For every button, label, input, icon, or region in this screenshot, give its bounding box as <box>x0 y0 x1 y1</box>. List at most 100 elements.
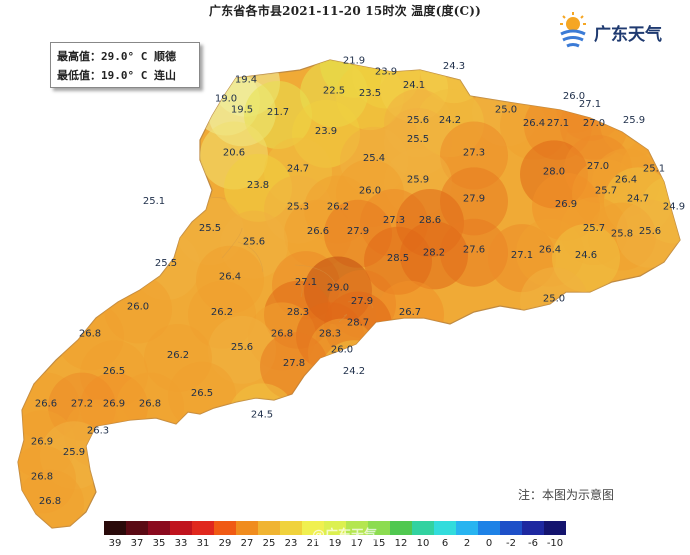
county-border <box>73 130 83 150</box>
station-temperature-label: 27.9 <box>463 193 485 204</box>
legend-swatch <box>126 521 148 535</box>
county-border <box>448 375 458 407</box>
legend-label: 10 <box>416 538 430 549</box>
station-temperature-label: 26.7 <box>399 307 421 318</box>
map-title: 广东省各市县2021-11-20 15时次 温度(度(C)) <box>208 4 482 18</box>
county-border <box>135 152 148 161</box>
station-temperature-label: 26.8 <box>31 472 53 483</box>
county-border <box>290 278 303 298</box>
station-temperature-label: 28.7 <box>347 318 369 329</box>
station-temperature-label: 23.5 <box>359 88 381 99</box>
station-temperature-label: 26.0 <box>127 301 149 312</box>
station-temperature-label: 19.5 <box>231 104 253 115</box>
legend-label: 29 <box>218 538 232 549</box>
legend-label: 0 <box>485 538 493 549</box>
station-temperature-label: 25.0 <box>495 104 517 115</box>
station-temperature-label: 28.0 <box>543 166 565 177</box>
station-temperature-label: 25.5 <box>199 223 221 234</box>
legend-label: -6 <box>528 538 538 549</box>
legend-label: 33 <box>174 538 188 549</box>
station-temperature-label: 29.0 <box>327 283 349 294</box>
county-border <box>338 314 348 323</box>
legend-swatch <box>390 521 412 535</box>
temperature-patch <box>208 315 276 384</box>
station-temperature-label: 26.6 <box>35 399 57 410</box>
county-border <box>449 389 491 421</box>
min-value-line: 最低值：19.0° C 连山 <box>57 69 176 82</box>
station-temperature-label: 24.9 <box>663 202 685 213</box>
county-border <box>221 227 243 259</box>
station-temperature-label: 26.0 <box>563 91 585 102</box>
station-temperature-label: 26.6 <box>307 226 329 237</box>
station-temperature-label: 25.3 <box>287 202 309 213</box>
station-temperature-label: 24.2 <box>343 366 365 377</box>
station-temperature-label: 25.8 <box>611 229 633 240</box>
legend-swatch <box>368 521 390 535</box>
county-border <box>486 412 508 432</box>
legend-swatch <box>214 521 236 535</box>
legend-label: 12 <box>394 538 408 549</box>
county-border <box>502 426 529 446</box>
county-border <box>665 93 678 125</box>
legend-label: 35 <box>152 538 166 549</box>
station-temperature-label: 27.9 <box>347 226 369 237</box>
station-temperature-label: 25.9 <box>63 447 85 458</box>
station-temperature-label: 28.6 <box>419 215 441 226</box>
legend-swatch <box>148 521 170 535</box>
station-temperature-label: 24.7 <box>287 164 309 175</box>
legend-swatch <box>500 521 522 535</box>
station-temperature-label: 25.1 <box>143 196 165 207</box>
legend-label: 27 <box>240 538 254 549</box>
logo-text: 广东天气 <box>594 25 662 45</box>
county-border <box>347 300 374 309</box>
county-border <box>559 448 601 457</box>
county-border <box>612 479 639 488</box>
station-temperature-label: 25.6 <box>639 226 661 237</box>
legend-label: 19 <box>328 538 342 549</box>
legend-swatch <box>346 521 368 535</box>
max-value-line: 最高值：29.0° C 顺德 <box>57 50 176 63</box>
legend-label: 15 <box>372 538 386 549</box>
legend-label: 2 <box>463 538 471 549</box>
color-legend <box>104 521 566 535</box>
guangdong-weather-logo-icon <box>560 12 586 48</box>
station-temperature-label: 21.7 <box>267 107 289 118</box>
station-temperature-label: 26.4 <box>219 272 241 283</box>
station-temperature-label: 25.7 <box>595 185 617 196</box>
station-temperature-label: 21.9 <box>343 56 365 67</box>
legend-label: 6 <box>441 538 449 549</box>
station-temperature-label: 25.6 <box>243 237 265 248</box>
station-temperature-label: 19.4 <box>235 75 257 86</box>
station-temperature-label: 26.8 <box>79 328 101 339</box>
legend-swatch <box>280 521 302 535</box>
legend-label: -2 <box>506 538 516 549</box>
legend-label: 21 <box>306 538 320 549</box>
legend-swatch <box>258 521 280 535</box>
legend-swatch <box>104 521 126 535</box>
station-temperature-label: 27.1 <box>511 250 533 261</box>
map-note: 注：本图为示意图 <box>518 488 615 502</box>
station-temperature-label: 25.4 <box>363 153 385 164</box>
station-temperature-label: 25.9 <box>623 115 645 126</box>
station-temperature-label: 24.7 <box>627 193 649 204</box>
station-temperature-label: 26.8 <box>39 496 61 507</box>
legend-label: 23 <box>284 538 298 549</box>
legend-swatch <box>324 521 346 535</box>
station-temperature-label: 26.9 <box>31 436 53 447</box>
station-temperature-label: 25.5 <box>407 134 429 145</box>
temperature-patch <box>616 199 680 268</box>
station-temperature-label: 27.1 <box>547 118 569 129</box>
legend-label: 17 <box>350 538 364 549</box>
station-temperature-label: 24.6 <box>575 250 597 261</box>
county-border <box>400 331 413 340</box>
station-temperature-label: 26.8 <box>139 399 161 410</box>
legend-label: 25 <box>262 538 276 549</box>
county-border <box>376 345 398 354</box>
legend-label: 31 <box>196 538 210 549</box>
station-temperature-label: 26.2 <box>327 202 349 213</box>
station-temperature-label: 27.3 <box>383 215 405 226</box>
station-temperature-label: 26.8 <box>271 328 293 339</box>
legend-swatch <box>544 521 566 535</box>
station-temperature-label: 24.1 <box>403 80 425 91</box>
station-temperature-label: 27.1 <box>295 277 317 288</box>
